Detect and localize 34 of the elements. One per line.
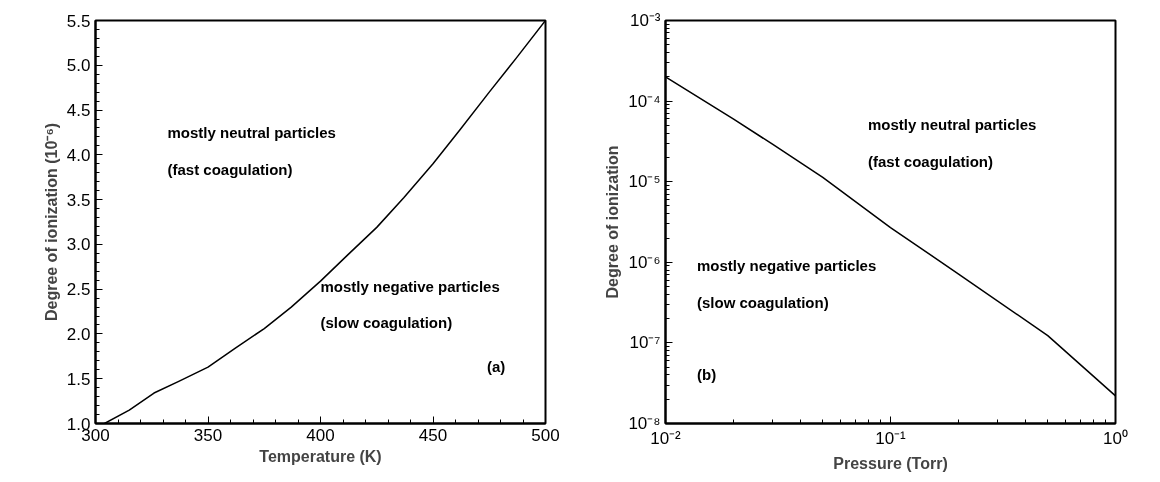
annotation: mostly negative particles <box>320 277 500 295</box>
x-tick-label: 350 <box>193 425 223 445</box>
x-tick-label: 500 <box>531 425 560 445</box>
y-tick-label: 1.5 <box>66 369 91 389</box>
annotation: (slow coagulation) <box>320 313 453 331</box>
y-tick-label: 2.0 <box>66 324 91 344</box>
y-tick-label: 5.0 <box>66 56 91 76</box>
y-tick-label: 3.5 <box>66 190 91 210</box>
y-tick-label: 10⁻⁷ <box>629 333 661 353</box>
x-tick-label: 400 <box>306 425 335 445</box>
y-tick-label: 4.0 <box>66 145 91 165</box>
annotation: mostly negative particles <box>697 257 877 275</box>
y-tick-label: 4.5 <box>66 101 91 121</box>
y-axis-title: Degree of ionization (10⁻⁶) <box>42 122 60 322</box>
annotation: (fast coagulation) <box>868 152 994 170</box>
y-tick-label: 10⁻³ <box>629 11 661 30</box>
annotation: (slow coagulation) <box>697 293 829 311</box>
y-tick-label: 2.5 <box>66 280 91 300</box>
annotation: (a) <box>487 358 506 376</box>
x-tick-label: 10⁻¹ <box>875 428 907 448</box>
x-tick-label: 450 <box>418 425 448 445</box>
annotation: (b) <box>697 366 717 384</box>
annotation: mostly neutral particles <box>868 116 1037 134</box>
x-tick-label: 10⁰ <box>1103 428 1128 448</box>
y-tick-label: 10⁻⁶ <box>628 252 661 272</box>
annotation: (fast coagulation) <box>167 160 293 178</box>
y-tick-label: 5.5 <box>66 11 91 31</box>
y-tick-label: 10⁻⁵ <box>628 172 661 192</box>
y-axis-title: Degree of ionization <box>604 145 622 299</box>
y-tick-label: 10⁻⁴ <box>628 91 661 111</box>
x-axis-title: Temperature (K) <box>259 447 382 465</box>
x-axis-title: Pressure (Torr) <box>833 454 948 472</box>
y-tick-label: 3.0 <box>66 235 91 255</box>
annotation: mostly neutral particles <box>167 124 336 142</box>
